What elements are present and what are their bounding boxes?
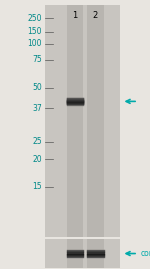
Text: 37: 37	[32, 104, 42, 113]
Bar	[87, 5, 104, 237]
Text: 150: 150	[27, 27, 42, 37]
Text: control: control	[141, 249, 150, 258]
Bar	[67, 5, 83, 237]
Text: 15: 15	[32, 182, 42, 192]
Text: 1: 1	[72, 11, 78, 20]
Text: 250: 250	[27, 14, 42, 23]
Text: 2: 2	[93, 11, 98, 20]
Bar	[87, 239, 104, 268]
Bar	[45, 5, 120, 237]
Text: 20: 20	[32, 155, 42, 164]
Text: 25: 25	[32, 137, 42, 146]
Text: 75: 75	[32, 55, 42, 64]
Text: 50: 50	[32, 83, 42, 92]
Text: 100: 100	[27, 39, 42, 48]
Bar	[45, 239, 120, 268]
Bar	[67, 239, 83, 268]
